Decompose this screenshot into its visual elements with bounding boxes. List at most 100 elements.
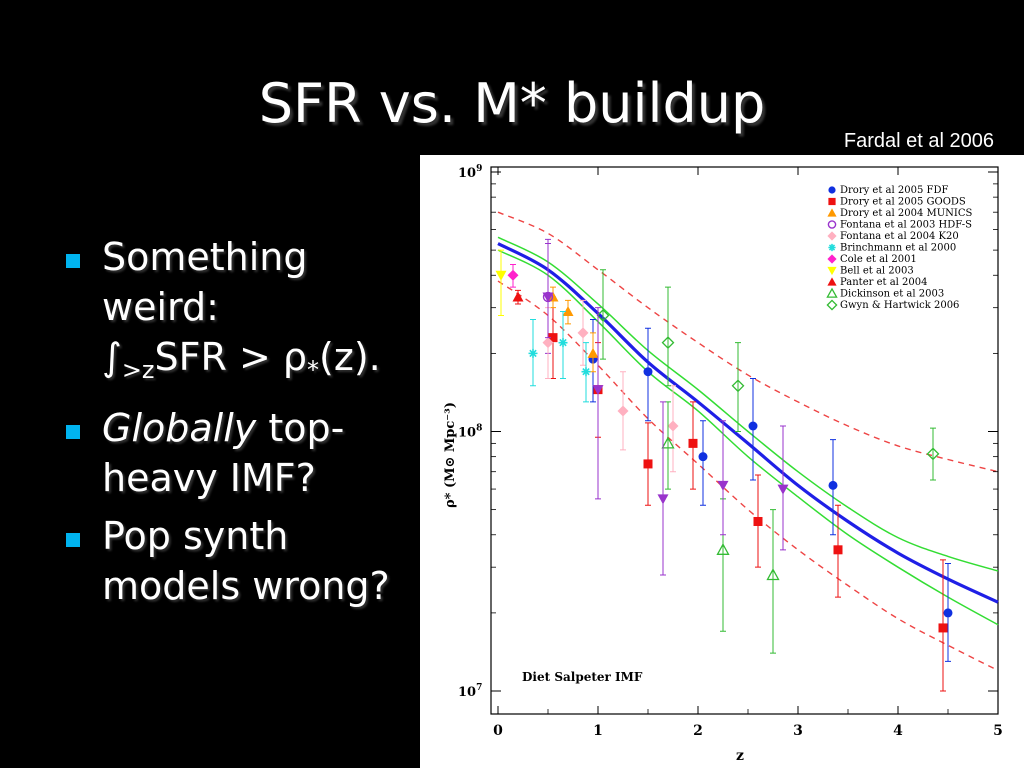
diamond-marker [507, 269, 519, 281]
bullet-text: Something [102, 235, 308, 279]
triangle-down-marker [495, 270, 507, 281]
data-point [828, 439, 838, 536]
data-point [926, 427, 940, 481]
data-point [667, 385, 679, 473]
legend-label: Gwyn & Hartwick 2006 [840, 300, 959, 311]
error-bar [735, 342, 741, 432]
x-tick-label: 5 [993, 723, 1003, 739]
legend-label: Drory et al 2005 FDF [840, 185, 948, 196]
diamond-marker [827, 254, 837, 264]
x-tick-label: 0 [493, 723, 503, 739]
x-tick-label: 4 [893, 723, 903, 739]
data-point [558, 311, 568, 380]
open-triangle-marker [716, 542, 730, 555]
asterisk-marker [558, 338, 568, 348]
triangle-down-marker [592, 385, 604, 396]
data-point [777, 425, 789, 551]
error-bar [545, 243, 551, 339]
open-triangle-marker [661, 436, 675, 449]
triangle-marker [827, 277, 837, 286]
open-diamond-marker [826, 299, 838, 311]
y-tick-label: 108 [458, 424, 482, 441]
data-point [495, 249, 507, 316]
y-tick-label: 107 [458, 683, 482, 700]
data-point [617, 371, 629, 451]
triangle-marker [512, 291, 524, 302]
error-bar [665, 401, 671, 490]
data-point [943, 562, 953, 662]
circle-marker [828, 480, 838, 490]
error-bar [700, 420, 706, 506]
legend-item: Drory et al 2004 MUNICS [827, 208, 973, 219]
triangle-down-marker [827, 266, 837, 276]
legend-label: Brinchmann et al 2000 [840, 243, 956, 254]
open-triangle-marker [766, 568, 780, 581]
open-diamond-marker [661, 336, 675, 350]
legend-label: Cole et al 2001 [840, 254, 917, 265]
bullet-item: Globally top- heavy IMF? [60, 403, 420, 503]
legend-item: Bell et al 2003 [827, 266, 914, 277]
bullet-list: Something weird: ∫>zSFR > ρ*(z). Globall… [60, 232, 420, 619]
data-point [753, 474, 763, 568]
legend-item: Dickinson et al 2003 [826, 287, 944, 300]
bullet-item: Pop synth models wrong? [60, 511, 420, 611]
data-point [748, 378, 758, 481]
bullet-item: Something weird: ∫>zSFR > ρ*(z). [60, 232, 420, 395]
asterisk-marker [528, 348, 538, 358]
bullet-text: heavy IMF? [102, 456, 316, 500]
data-point [542, 243, 554, 339]
error-bar [600, 269, 606, 360]
data-point [592, 307, 604, 500]
bullet-text: top- [256, 406, 345, 450]
legend-item: Gwyn & Hartwick 2006 [826, 299, 959, 311]
legend-item: Panter et al 2004 [827, 277, 927, 288]
circle-marker [748, 421, 758, 431]
y-axis-label: ρ* (M⊙ Mpc⁻³) [443, 402, 458, 508]
circle-marker [828, 186, 836, 194]
triangle-down-marker [542, 292, 554, 303]
bullet-text: Pop synth [102, 514, 289, 558]
triangle-marker [562, 306, 574, 317]
triangle-marker [587, 347, 599, 358]
diamond-marker [542, 337, 554, 349]
square-marker [548, 333, 558, 343]
data-point [581, 342, 591, 403]
data-point [731, 342, 745, 432]
legend-item: Cole et al 2001 [827, 254, 917, 265]
open-diamond-marker [731, 379, 745, 393]
data-point [577, 299, 589, 366]
model-red-dashed-curve [497, 211, 999, 473]
bullet-square-icon [66, 254, 80, 268]
legend-item: Drory et al 2005 FDF [828, 185, 948, 196]
y-tick-label: 109 [458, 164, 482, 181]
circle-marker [698, 452, 708, 462]
square-marker [828, 197, 836, 206]
data-point [643, 327, 653, 422]
data-point [657, 401, 669, 576]
open-circle-marker [827, 220, 837, 229]
triangle-down-marker [777, 484, 789, 495]
legend-item: Fontana et al 2003 HDF-S [827, 220, 972, 231]
data-point [698, 420, 708, 506]
error-bar [770, 509, 776, 654]
legend-label: Dickinson et al 2003 [840, 289, 944, 300]
circle-marker [943, 608, 953, 618]
triangle-down-marker [717, 480, 729, 491]
model-curves [497, 211, 999, 672]
y-tick-exponent: 7 [476, 683, 482, 693]
legend-label: Fontana et al 2003 HDF-S [840, 220, 972, 231]
legend-label: Drory et al 2005 GOODS [840, 197, 966, 208]
legend-label: Fontana et al 2004 K20 [840, 231, 959, 242]
asterisk-marker [581, 367, 591, 377]
data-point [688, 401, 698, 490]
error-bar [720, 420, 726, 536]
data-point [643, 422, 653, 506]
open-triangle-marker [826, 287, 838, 298]
data-point [528, 319, 538, 387]
triangle-down-marker [657, 494, 669, 505]
legend-item: Fontana et al 2004 K20 [827, 231, 959, 242]
legend-item: Drory et al 2005 GOODS [828, 197, 966, 208]
data-point [938, 559, 948, 692]
